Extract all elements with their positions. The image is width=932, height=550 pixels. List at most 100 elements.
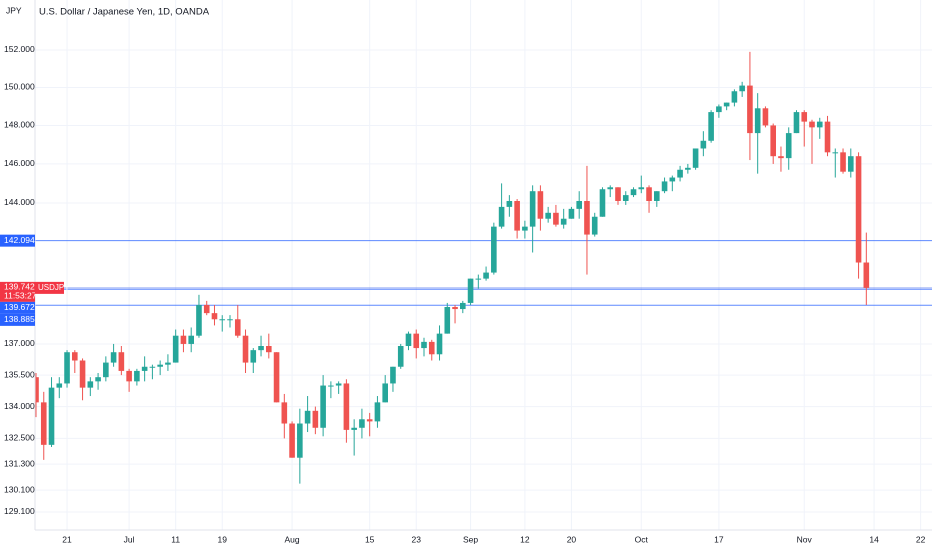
candle-body	[747, 85, 753, 134]
candle-body	[48, 387, 55, 445]
candle-body	[165, 362, 171, 365]
candle-body	[770, 125, 776, 157]
candle-body	[359, 419, 365, 428]
candle-body	[87, 381, 94, 388]
candle-body	[685, 167, 691, 170]
candle-body	[731, 91, 738, 103]
x-tick-label: Oct	[635, 534, 649, 544]
candle-body	[219, 319, 226, 321]
candle-body	[529, 191, 536, 227]
candle-body	[312, 410, 319, 428]
last-price-box	[0, 281, 35, 302]
candle-body	[723, 102, 730, 107]
candle-body	[281, 402, 288, 424]
candle-body	[809, 121, 815, 128]
candle-body	[739, 85, 745, 92]
candle-body	[700, 140, 707, 149]
price-line-box	[0, 313, 35, 326]
x-tick-label: 22	[916, 534, 926, 544]
candle-body	[79, 360, 86, 388]
candle-body	[413, 333, 420, 349]
candle-body	[405, 333, 412, 347]
x-tick-label: 23	[412, 534, 422, 544]
x-tick-label: Sep	[463, 534, 478, 544]
x-tick-label: 11	[171, 534, 180, 544]
candle-body	[716, 106, 722, 113]
candle-body	[188, 335, 194, 344]
candle-body	[72, 352, 78, 361]
candle-body	[428, 341, 435, 355]
candle-body	[234, 319, 241, 336]
y-tick-label: 152.000	[4, 44, 35, 54]
candle-body	[227, 319, 233, 321]
candle-body	[832, 152, 839, 154]
countdown-label: 11:53:27	[4, 291, 37, 301]
candle-body	[599, 189, 606, 217]
x-tick-label: 15	[365, 534, 375, 544]
candle-body	[374, 402, 381, 422]
candle-body	[180, 335, 187, 344]
candle-body	[273, 352, 280, 403]
candle-body	[584, 200, 590, 235]
x-tick-label: Aug	[285, 534, 300, 544]
candle-body	[444, 307, 451, 334]
currency-label: JPY	[6, 5, 22, 15]
candle-body	[824, 121, 831, 153]
candle-body	[258, 346, 264, 351]
price-line-label: 138.885	[4, 314, 35, 324]
candle-body	[560, 218, 567, 225]
y-tick-label: 129.100	[4, 506, 35, 516]
candle-body	[840, 152, 846, 172]
candle-body	[754, 108, 761, 134]
candle-body	[95, 377, 101, 382]
symbol-label: USDJPY	[38, 283, 70, 292]
candle-body	[118, 352, 125, 371]
candle-body	[615, 187, 621, 201]
x-tick-label: 19	[218, 534, 228, 544]
x-tick-label: 17	[714, 534, 724, 544]
candle-body	[801, 112, 808, 122]
candle-body	[40, 402, 47, 445]
candle-body	[506, 200, 513, 207]
candle-body	[126, 370, 132, 382]
price-line-box	[0, 301, 35, 314]
candle-body	[335, 383, 342, 386]
price-line-box	[0, 234, 35, 247]
candle-body	[266, 346, 272, 353]
candle-body	[157, 364, 163, 367]
candle-body	[390, 366, 396, 384]
x-tick-label: 14	[869, 534, 879, 544]
candle-body	[351, 427, 357, 430]
candle-body	[467, 278, 474, 303]
candle-body	[607, 187, 614, 190]
candle-body	[436, 333, 443, 355]
price-line-label: 142.094	[4, 235, 35, 245]
candle-body	[382, 383, 388, 403]
candle-body	[64, 352, 70, 384]
x-tick-label: 20	[567, 534, 577, 544]
y-tick-label: 135.500	[4, 369, 35, 379]
candle-body	[397, 346, 404, 367]
price-axis-background	[0, 0, 35, 550]
y-tick-label: 148.000	[4, 120, 35, 130]
candle-body	[366, 419, 373, 422]
candle-body	[483, 272, 489, 279]
candle-body	[56, 383, 63, 388]
x-tick-label: Jul	[124, 534, 135, 544]
candle-body	[553, 212, 559, 225]
candle-body	[110, 352, 117, 363]
candle-body	[498, 206, 505, 227]
candle-body	[141, 366, 148, 371]
symbol-box	[35, 281, 64, 294]
candle-body	[242, 335, 249, 363]
candle-body	[855, 156, 862, 263]
axis-layer: 152.000 150.000 148.000 146.000 144.000 137.0…	[0, 44, 926, 544]
last-price-label: 139.742	[4, 282, 35, 292]
candle-body	[475, 278, 482, 280]
candle-body	[172, 335, 179, 363]
candle-body	[692, 148, 699, 168]
candle-body	[863, 262, 870, 288]
candle-body	[661, 181, 668, 192]
candle-body	[646, 187, 652, 201]
